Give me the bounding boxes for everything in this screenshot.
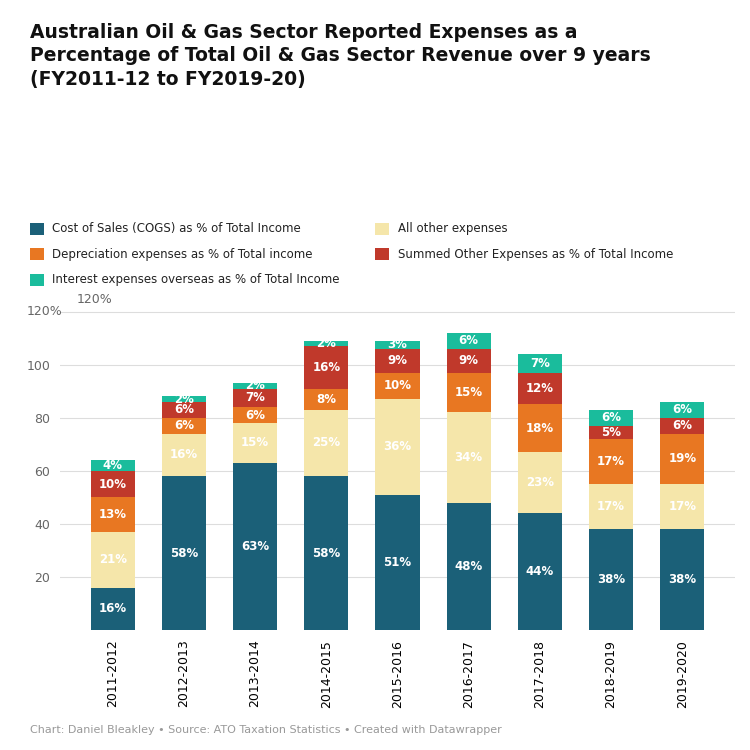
- Text: 38%: 38%: [597, 573, 626, 586]
- Bar: [376, 399, 419, 495]
- Text: 6%: 6%: [459, 334, 478, 347]
- Text: 5%: 5%: [601, 426, 621, 439]
- Text: 4%: 4%: [103, 459, 123, 472]
- Bar: [91, 532, 135, 587]
- Text: Cost of Sales (COGS) as % of Total Income: Cost of Sales (COGS) as % of Total Incom…: [53, 222, 302, 236]
- Bar: [589, 439, 633, 484]
- Bar: [660, 402, 704, 418]
- Bar: [376, 373, 419, 399]
- Text: 18%: 18%: [526, 422, 554, 435]
- Bar: [446, 349, 491, 373]
- Text: 25%: 25%: [312, 436, 340, 449]
- Bar: [376, 349, 419, 373]
- Text: All other expenses: All other expenses: [398, 222, 507, 236]
- Bar: [589, 410, 633, 426]
- Text: Summed Other Expenses as % of Total Income: Summed Other Expenses as % of Total Inco…: [398, 248, 673, 261]
- Bar: [91, 587, 135, 630]
- Bar: [446, 503, 491, 630]
- Bar: [446, 413, 491, 503]
- Text: Chart: Daniel Bleakley • Source: ATO Taxation Statistics • Created with Datawrap: Chart: Daniel Bleakley • Source: ATO Tax…: [30, 725, 502, 735]
- Text: 58%: 58%: [312, 547, 340, 560]
- Bar: [660, 433, 704, 484]
- Text: 34%: 34%: [454, 451, 483, 464]
- Text: 63%: 63%: [241, 540, 269, 553]
- Text: 16%: 16%: [312, 361, 340, 374]
- Bar: [162, 433, 206, 476]
- Bar: [589, 426, 633, 439]
- Text: 6%: 6%: [672, 404, 692, 416]
- Bar: [660, 418, 704, 434]
- Text: 12%: 12%: [526, 382, 554, 395]
- Bar: [91, 497, 135, 532]
- Bar: [446, 373, 491, 413]
- Bar: [518, 404, 562, 452]
- Bar: [304, 340, 349, 346]
- Text: 9%: 9%: [388, 354, 407, 368]
- Bar: [376, 495, 419, 630]
- Text: 6%: 6%: [174, 404, 194, 416]
- Text: 6%: 6%: [601, 411, 621, 424]
- Text: 6%: 6%: [245, 409, 265, 422]
- Text: 8%: 8%: [316, 392, 336, 406]
- Bar: [233, 407, 278, 423]
- Bar: [518, 513, 562, 630]
- Bar: [376, 340, 419, 349]
- Bar: [162, 476, 206, 630]
- Bar: [660, 530, 704, 630]
- Bar: [589, 484, 633, 530]
- Bar: [233, 423, 278, 463]
- Bar: [589, 530, 633, 630]
- Text: 2%: 2%: [245, 380, 265, 392]
- Bar: [518, 354, 562, 373]
- Text: 10%: 10%: [383, 380, 412, 392]
- Text: 2%: 2%: [316, 337, 336, 350]
- Text: 16%: 16%: [170, 448, 198, 461]
- Text: 15%: 15%: [241, 436, 269, 449]
- Bar: [446, 333, 491, 349]
- Text: 6%: 6%: [174, 419, 194, 432]
- Bar: [304, 346, 349, 388]
- Bar: [162, 418, 206, 434]
- Text: 21%: 21%: [99, 554, 127, 566]
- Text: 9%: 9%: [459, 354, 478, 368]
- Bar: [233, 383, 278, 388]
- Text: 2%: 2%: [174, 392, 194, 406]
- Text: 3%: 3%: [388, 338, 407, 351]
- Bar: [660, 484, 704, 530]
- Text: 16%: 16%: [99, 602, 127, 615]
- Text: 120%: 120%: [77, 293, 113, 306]
- Text: 58%: 58%: [170, 547, 198, 560]
- Text: 7%: 7%: [530, 357, 550, 370]
- Bar: [233, 463, 278, 630]
- Bar: [162, 402, 206, 418]
- Bar: [91, 460, 135, 471]
- Text: Interest expenses overseas as % of Total Income: Interest expenses overseas as % of Total…: [53, 273, 340, 286]
- Text: 7%: 7%: [245, 392, 265, 404]
- Text: 51%: 51%: [383, 556, 412, 568]
- Text: 13%: 13%: [99, 508, 127, 521]
- Text: 17%: 17%: [597, 455, 625, 468]
- Text: 6%: 6%: [672, 419, 692, 432]
- Text: Depreciation expenses as % of Total income: Depreciation expenses as % of Total inco…: [53, 248, 313, 261]
- Bar: [91, 471, 135, 497]
- Text: 44%: 44%: [526, 565, 554, 578]
- Bar: [518, 373, 562, 404]
- Text: 15%: 15%: [454, 386, 483, 399]
- Bar: [304, 476, 349, 630]
- Text: 19%: 19%: [668, 452, 696, 465]
- Text: 23%: 23%: [526, 476, 554, 489]
- Text: 17%: 17%: [668, 500, 696, 513]
- Text: Australian Oil & Gas Sector Reported Expenses as a
Percentage of Total Oil & Gas: Australian Oil & Gas Sector Reported Exp…: [30, 22, 651, 88]
- Bar: [162, 397, 206, 402]
- Text: 36%: 36%: [383, 440, 412, 454]
- Text: 17%: 17%: [597, 500, 625, 513]
- Bar: [233, 388, 278, 407]
- Bar: [304, 410, 349, 476]
- Text: 10%: 10%: [99, 478, 127, 490]
- Bar: [518, 452, 562, 513]
- Bar: [304, 388, 349, 410]
- Text: 48%: 48%: [454, 560, 483, 573]
- Text: 38%: 38%: [668, 573, 696, 586]
- Text: 120%: 120%: [27, 305, 63, 318]
